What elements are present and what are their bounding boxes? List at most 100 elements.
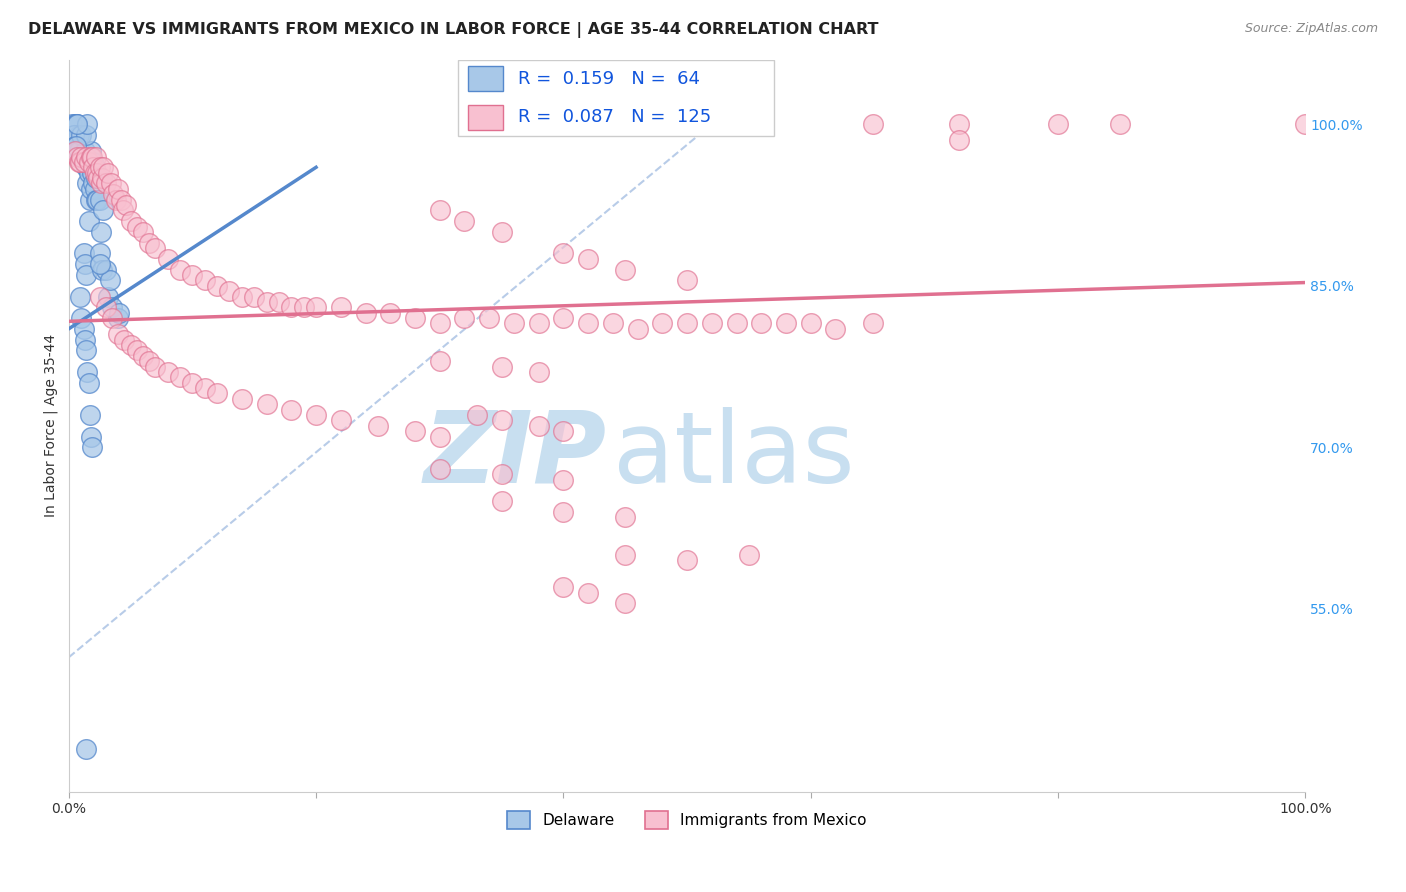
Point	[110, 193, 132, 207]
Point	[553, 246, 575, 260]
FancyBboxPatch shape	[468, 105, 503, 129]
Point	[62, 128, 84, 142]
Point	[169, 262, 191, 277]
Point	[626, 322, 648, 336]
Point	[65, 138, 87, 153]
Point	[169, 370, 191, 384]
Point	[329, 301, 352, 315]
Point	[77, 155, 100, 169]
Point	[194, 273, 217, 287]
Point	[125, 343, 148, 358]
Point	[553, 505, 575, 519]
Point	[67, 155, 90, 169]
Point	[429, 354, 451, 368]
Point	[103, 187, 125, 202]
Point	[553, 311, 575, 326]
Point	[89, 246, 111, 260]
Point	[491, 225, 513, 239]
Point	[89, 193, 111, 207]
Point	[194, 381, 217, 395]
Point	[280, 301, 302, 315]
Point	[205, 386, 228, 401]
Point	[614, 510, 637, 524]
Point	[69, 149, 91, 163]
Point	[527, 317, 550, 331]
Point	[62, 117, 84, 131]
Point	[66, 149, 89, 163]
Point	[82, 440, 104, 454]
Point	[70, 149, 93, 163]
Point	[404, 424, 426, 438]
Point	[491, 494, 513, 508]
Point	[614, 262, 637, 277]
Point	[527, 418, 550, 433]
Point	[84, 171, 107, 186]
Point	[576, 252, 599, 266]
Point	[453, 214, 475, 228]
Point	[73, 257, 96, 271]
Point	[80, 182, 103, 196]
Point	[100, 177, 122, 191]
Point	[775, 317, 797, 331]
Point	[576, 317, 599, 331]
Point	[107, 327, 129, 342]
Point	[576, 585, 599, 599]
Point	[77, 376, 100, 390]
Point	[65, 138, 87, 153]
Point	[86, 166, 108, 180]
Point	[107, 311, 129, 326]
Point	[749, 317, 772, 331]
Y-axis label: In Labor Force | Age 35-44: In Labor Force | Age 35-44	[44, 334, 58, 517]
Point	[380, 306, 402, 320]
Point	[93, 161, 115, 175]
Point	[429, 203, 451, 218]
Point	[205, 278, 228, 293]
Point	[1294, 117, 1316, 131]
Point	[94, 301, 117, 315]
Point	[73, 333, 96, 347]
Point	[75, 268, 97, 282]
Point	[800, 317, 823, 331]
Point	[90, 225, 112, 239]
Text: Source: ZipAtlas.com: Source: ZipAtlas.com	[1244, 22, 1378, 36]
Point	[87, 171, 110, 186]
Point	[156, 365, 179, 379]
Point	[181, 376, 204, 390]
Point	[75, 343, 97, 358]
Point	[354, 306, 377, 320]
Text: DELAWARE VS IMMIGRANTS FROM MEXICO IN LABOR FORCE | AGE 35-44 CORRELATION CHART: DELAWARE VS IMMIGRANTS FROM MEXICO IN LA…	[28, 22, 879, 38]
Point	[84, 193, 107, 207]
Legend: Delaware, Immigrants from Mexico: Delaware, Immigrants from Mexico	[501, 805, 873, 836]
Point	[453, 311, 475, 326]
Point	[94, 177, 117, 191]
Point	[1109, 117, 1132, 131]
Point	[862, 117, 884, 131]
Point	[725, 317, 748, 331]
Point	[91, 171, 114, 186]
Point	[614, 548, 637, 562]
Point	[75, 128, 97, 142]
Point	[305, 301, 328, 315]
Point	[97, 166, 120, 180]
Point	[143, 359, 166, 374]
Point	[256, 294, 278, 309]
Point	[82, 161, 104, 175]
Point	[181, 268, 204, 282]
Point	[79, 408, 101, 422]
Point	[70, 128, 93, 142]
Point	[292, 301, 315, 315]
Point	[72, 155, 94, 169]
Point	[93, 203, 115, 218]
Text: ZIP: ZIP	[423, 407, 606, 504]
Text: R =  0.159   N =  64: R = 0.159 N = 64	[517, 70, 700, 87]
Point	[138, 235, 160, 250]
Point	[104, 193, 127, 207]
Point	[66, 117, 89, 131]
Point	[700, 317, 723, 331]
Point	[101, 301, 124, 315]
Point	[76, 365, 98, 379]
Point	[862, 317, 884, 331]
Point	[651, 317, 673, 331]
Point	[94, 262, 117, 277]
Point	[143, 241, 166, 255]
